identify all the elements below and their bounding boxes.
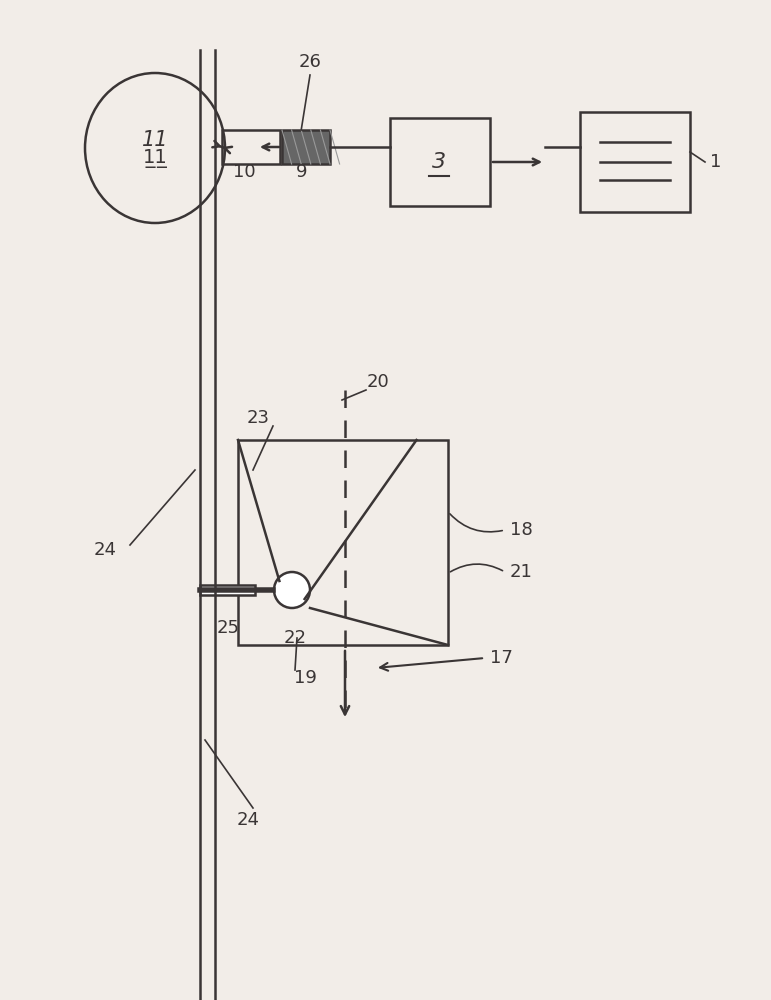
Bar	[222, 130, 280, 164]
Text: 11: 11	[142, 130, 168, 150]
Bar	[200, 585, 255, 595]
Bar	[390, 118, 490, 206]
Text: 1̲1̲: 1̲1̲	[143, 148, 167, 167]
Text: 19: 19	[294, 669, 316, 687]
Text: 24: 24	[93, 541, 116, 559]
Text: 26: 26	[298, 53, 322, 71]
Text: 1: 1	[710, 153, 722, 171]
Text: 9: 9	[296, 163, 308, 181]
Text: 23: 23	[247, 409, 270, 427]
Text: 17: 17	[490, 649, 513, 667]
Text: 22: 22	[284, 629, 307, 647]
Text: 3: 3	[432, 152, 446, 172]
Bar	[282, 130, 330, 164]
Bar	[238, 440, 448, 645]
Text: 24: 24	[237, 811, 260, 829]
Circle shape	[274, 572, 310, 608]
Text: 21: 21	[510, 563, 533, 581]
Text: 25: 25	[217, 619, 240, 637]
Text: 20: 20	[367, 373, 389, 391]
Text: 18: 18	[510, 521, 533, 539]
Bar	[580, 112, 690, 212]
Text: 10: 10	[233, 163, 255, 181]
